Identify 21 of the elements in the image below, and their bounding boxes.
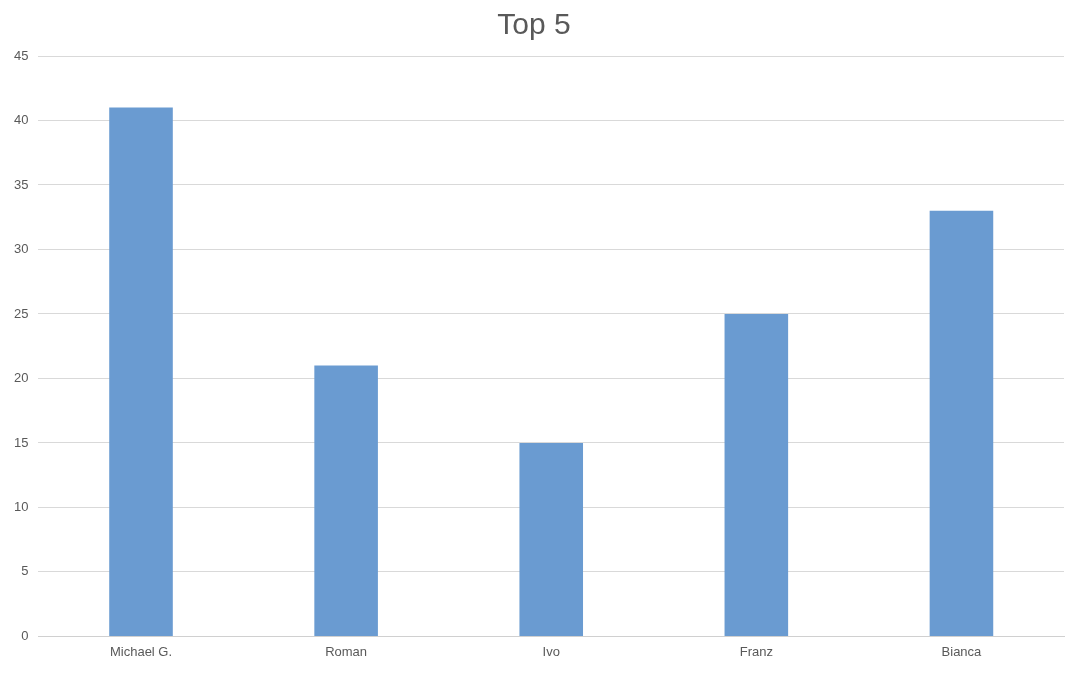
y-tick-label: 0 xyxy=(21,627,29,643)
x-tick-label: Roman xyxy=(325,643,368,659)
chart-title: Top 5 xyxy=(497,7,571,41)
y-tick-label: 30 xyxy=(13,241,29,257)
y-tick-label: 5 xyxy=(21,563,29,579)
bar xyxy=(519,442,584,636)
x-tick-label: Franz xyxy=(739,643,773,659)
bar xyxy=(109,107,173,636)
bar xyxy=(314,365,378,636)
y-tick-label: 45 xyxy=(13,47,29,63)
x-tick-label: Bianca xyxy=(941,643,983,659)
x-tick-label: Ivo xyxy=(542,643,560,659)
y-tick-label: 10 xyxy=(13,499,29,514)
y-tick-label: 35 xyxy=(13,176,29,192)
y-tick-label: 15 xyxy=(13,434,29,450)
y-tick-label: 20 xyxy=(13,370,29,386)
bar xyxy=(724,313,789,636)
y-tick-label: 40 xyxy=(13,112,29,128)
y-tick-label: 25 xyxy=(13,305,29,321)
bar xyxy=(929,210,994,636)
x-tick-label: Michael G. xyxy=(109,643,173,659)
